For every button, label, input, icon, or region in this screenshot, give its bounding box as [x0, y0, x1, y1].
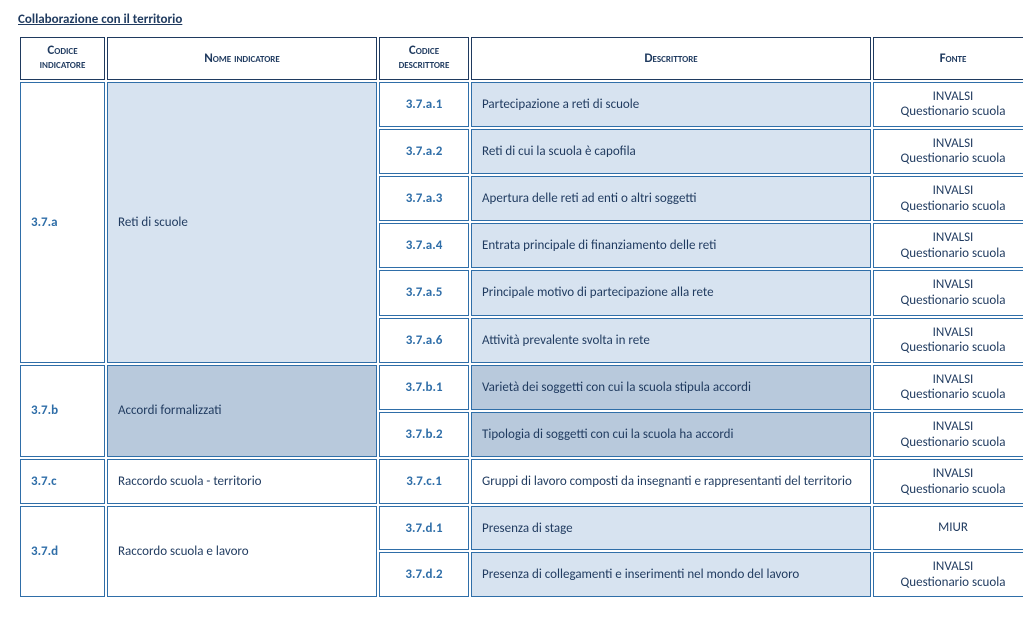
- descriptor-code: 3.7.d.1: [379, 506, 469, 550]
- descriptor-code: 3.7.a.6: [379, 318, 469, 363]
- header-row: Codice indicatore Nome indicatore Codice…: [20, 37, 1023, 80]
- descriptor-code: 3.7.b.2: [379, 412, 469, 457]
- descriptor-code: 3.7.a.2: [379, 129, 469, 174]
- fonte-cell: INVALSIQuestionario scuola: [873, 176, 1023, 221]
- indicator-name: Raccordo scuola e lavoro: [107, 506, 377, 597]
- indicator-code: 3.7.d: [20, 506, 105, 597]
- col-codice-indicatore: Codice indicatore: [20, 37, 105, 80]
- descriptor-code: 3.7.a.3: [379, 176, 469, 221]
- col-nome-indicatore: Nome indicatore: [107, 37, 377, 80]
- descriptor-text: Reti di cui la scuola è capofila: [471, 129, 871, 174]
- table-row: 3.7.cRaccordo scuola - territorio3.7.c.1…: [20, 459, 1023, 504]
- descriptor-code: 3.7.a.5: [379, 270, 469, 315]
- descriptor-code: 3.7.d.2: [379, 552, 469, 597]
- descriptor-code: 3.7.a.1: [379, 82, 469, 127]
- fonte-cell: INVALSIQuestionario scuola: [873, 318, 1023, 363]
- fonte-cell: INVALSIQuestionario scuola: [873, 223, 1023, 268]
- fonte-cell: INVALSIQuestionario scuola: [873, 552, 1023, 597]
- fonte-cell: INVALSIQuestionario scuola: [873, 82, 1023, 127]
- fonte-cell: INVALSIQuestionario scuola: [873, 412, 1023, 457]
- fonte-cell: INVALSIQuestionario scuola: [873, 270, 1023, 315]
- table-row: 3.7.dRaccordo scuola e lavoro3.7.d.1Pres…: [20, 506, 1023, 550]
- descriptor-text: Varietà dei soggetti con cui la scuola s…: [471, 365, 871, 410]
- fonte-cell: INVALSIQuestionario scuola: [873, 365, 1023, 410]
- col-codice-descrittore: Codice descrittore: [379, 37, 469, 80]
- indicator-name: Accordi formalizzati: [107, 365, 377, 457]
- descriptor-text: Principale motivo di partecipazione alla…: [471, 270, 871, 315]
- descriptor-text: Presenza di collegamenti e inserimenti n…: [471, 552, 871, 597]
- descriptor-text: Partecipazione a reti di scuole: [471, 82, 871, 127]
- table-row: 3.7.bAccordi formalizzati3.7.b.1Varietà …: [20, 365, 1023, 410]
- descriptor-code: 3.7.a.4: [379, 223, 469, 268]
- indicator-code: 3.7.b: [20, 365, 105, 457]
- indicator-table: Codice indicatore Nome indicatore Codice…: [18, 35, 1023, 599]
- descriptor-code: 3.7.c.1: [379, 459, 469, 504]
- indicator-name: Reti di scuole: [107, 82, 377, 363]
- descriptor-text: Attività prevalente svolta in rete: [471, 318, 871, 363]
- fonte-cell: INVALSIQuestionario scuola: [873, 129, 1023, 174]
- indicator-name: Raccordo scuola - territorio: [107, 459, 377, 504]
- descriptor-text: Entrata principale di finanziamento dell…: [471, 223, 871, 268]
- table-row: 3.7.aReti di scuole3.7.a.1Partecipazione…: [20, 82, 1023, 127]
- col-fonte: Fonte: [873, 37, 1023, 80]
- descriptor-code: 3.7.b.1: [379, 365, 469, 410]
- indicator-code: 3.7.a: [20, 82, 105, 363]
- section-title: Collaborazione con il territorio: [18, 12, 1005, 27]
- descriptor-text: Presenza di stage: [471, 506, 871, 550]
- descriptor-text: Tipologia di soggetti con cui la scuola …: [471, 412, 871, 457]
- fonte-cell: MIUR: [873, 506, 1023, 550]
- col-descrittore: Descrittore: [471, 37, 871, 80]
- descriptor-text: Apertura delle reti ad enti o altri sogg…: [471, 176, 871, 221]
- fonte-cell: INVALSIQuestionario scuola: [873, 459, 1023, 504]
- indicator-code: 3.7.c: [20, 459, 105, 504]
- descriptor-text: Gruppi di lavoro composti da insegnanti …: [471, 459, 871, 504]
